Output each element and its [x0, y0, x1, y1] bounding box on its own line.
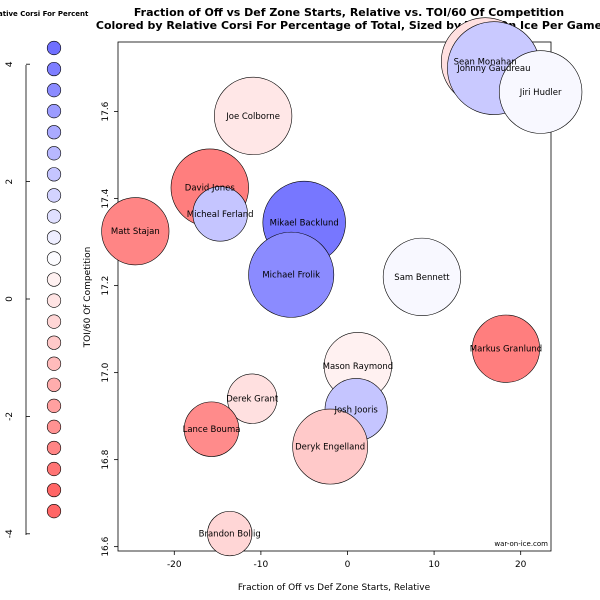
legend-swatch — [46, 82, 62, 98]
chart-subtitle: Colored by Relative Corsi For Percentage… — [96, 19, 600, 32]
legend-swatch — [46, 504, 62, 519]
x-tick-label: 10 — [428, 560, 440, 570]
legend-swatch — [46, 461, 62, 477]
point-label: Matt Stajan — [111, 227, 160, 237]
x-tick-label: -20 — [167, 560, 182, 570]
data-point — [292, 408, 368, 485]
point-label: Sean Monahan — [454, 58, 517, 68]
point-label: Micheal Ferland — [187, 210, 254, 220]
y-axis-title: TOI/60 Of Competition — [83, 247, 93, 349]
legend-swatch — [46, 419, 62, 435]
legend-tick-label: -4 — [5, 529, 15, 538]
data-point — [227, 373, 278, 424]
y-tick-label: 17.6 — [101, 101, 111, 121]
color-legend: 4 2 0 -2 -4 — [5, 40, 62, 538]
credit-text: war-on-ice.com — [494, 540, 548, 548]
point-label: Brandon Bollig — [199, 530, 261, 540]
y-tick-label: 16.8 — [101, 449, 111, 469]
legend-tick-label: 0 — [5, 296, 15, 302]
x-tick-label: 20 — [515, 560, 527, 570]
legend-tick-label: 2 — [5, 179, 15, 185]
legend-swatch — [46, 251, 62, 266]
plot-area-frame — [117, 41, 552, 552]
point-label: Markus Granlund — [470, 345, 542, 355]
data-point — [192, 186, 248, 242]
x-tick-label: 0 — [345, 560, 351, 570]
legend-swatch — [46, 125, 62, 140]
point-label: Mason Raymond — [323, 362, 393, 372]
data-point — [471, 314, 540, 383]
y-tick-label: 17.2 — [101, 276, 111, 296]
legend-title: ative Corsi For Percent — [0, 10, 89, 18]
legend-swatch — [46, 61, 62, 77]
data-point — [101, 197, 170, 266]
y-tick-label: 17.4 — [101, 188, 111, 208]
legend-swatch — [46, 482, 62, 498]
y-tick-label: 17.0 — [101, 362, 111, 382]
data-point — [382, 237, 462, 317]
legend-swatch — [46, 293, 62, 308]
legend-swatch — [46, 440, 62, 456]
legend-tick-label: 4 — [5, 61, 15, 67]
legend-swatch — [46, 40, 62, 56]
legend-swatch — [46, 398, 62, 413]
point-label: Lance Bouma — [183, 425, 241, 435]
point-label: Josh Jooris — [333, 406, 378, 416]
legend-swatch — [46, 209, 62, 224]
point-label: Michael Frolik — [262, 271, 320, 281]
legend-swatch — [46, 146, 62, 161]
legend-swatch — [46, 188, 62, 203]
point-label: Sam Bennett — [394, 273, 450, 283]
chart-title: Fraction of Off vs Def Zone Starts, Rela… — [134, 6, 564, 19]
legend-swatch — [46, 314, 62, 329]
legend-swatch — [46, 167, 62, 182]
data-point — [213, 76, 293, 156]
data-point — [207, 511, 253, 557]
data-point — [498, 50, 583, 134]
x-tick-label: -10 — [254, 560, 269, 570]
point-label: Jiri Hudler — [519, 88, 562, 98]
point-label: Derek Grant — [226, 395, 279, 405]
point-label: Joe Colborne — [225, 112, 280, 122]
point-label: David Jones — [185, 184, 236, 194]
legend-swatch — [46, 104, 62, 119]
data-point — [248, 231, 335, 318]
legend-swatch — [46, 272, 62, 287]
legend-swatch — [46, 377, 62, 392]
legend-swatch — [46, 230, 62, 245]
x-axis-title: Fraction of Off vs Def Zone Starts, Rela… — [238, 583, 431, 593]
axes: -20 -10 0 10 20 16.6 16.8 17.0 17.2 17.4 17.6 — [101, 101, 527, 570]
legend-swatch — [46, 356, 62, 371]
point-label: Mikael Backlund — [270, 219, 339, 229]
y-tick-label: 16.6 — [101, 536, 111, 556]
legend-swatch — [46, 335, 62, 350]
legend-tick-label: -2 — [5, 412, 15, 421]
point-label: Johnny Gaudreau — [456, 64, 530, 74]
data-point — [183, 401, 240, 457]
point-label: Deryk Engelland — [295, 443, 365, 453]
